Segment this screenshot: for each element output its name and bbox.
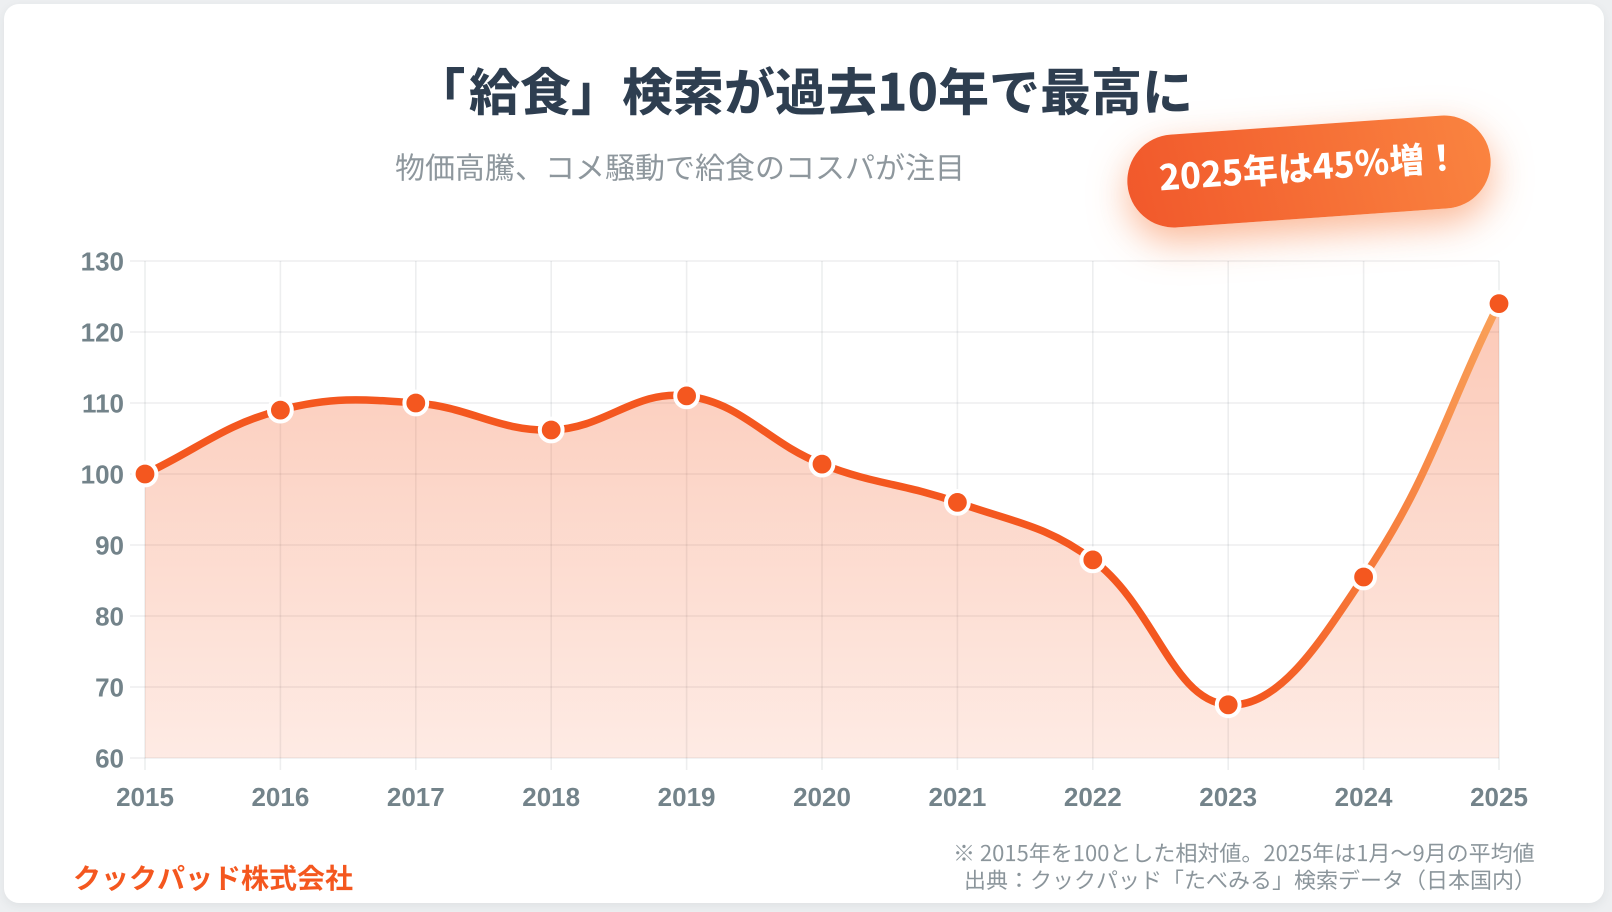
svg-text:2016: 2016 — [251, 782, 309, 812]
svg-text:2022: 2022 — [1064, 782, 1122, 812]
svg-text:70: 70 — [95, 672, 124, 702]
svg-text:130: 130 — [81, 246, 124, 276]
svg-text:2015: 2015 — [116, 782, 174, 812]
svg-text:2020: 2020 — [793, 782, 851, 812]
svg-text:60: 60 — [95, 743, 124, 773]
svg-text:2024: 2024 — [1335, 782, 1393, 812]
svg-text:2019: 2019 — [658, 782, 716, 812]
svg-text:2021: 2021 — [928, 782, 986, 812]
svg-text:2023: 2023 — [1199, 782, 1257, 812]
svg-text:80: 80 — [95, 601, 124, 631]
svg-text:120: 120 — [81, 317, 124, 347]
svg-text:2018: 2018 — [522, 782, 580, 812]
svg-text:110: 110 — [82, 388, 124, 418]
svg-text:2017: 2017 — [387, 782, 445, 812]
svg-text:2025: 2025 — [1470, 782, 1528, 812]
svg-text:100: 100 — [81, 459, 124, 489]
svg-text:90: 90 — [95, 530, 124, 560]
